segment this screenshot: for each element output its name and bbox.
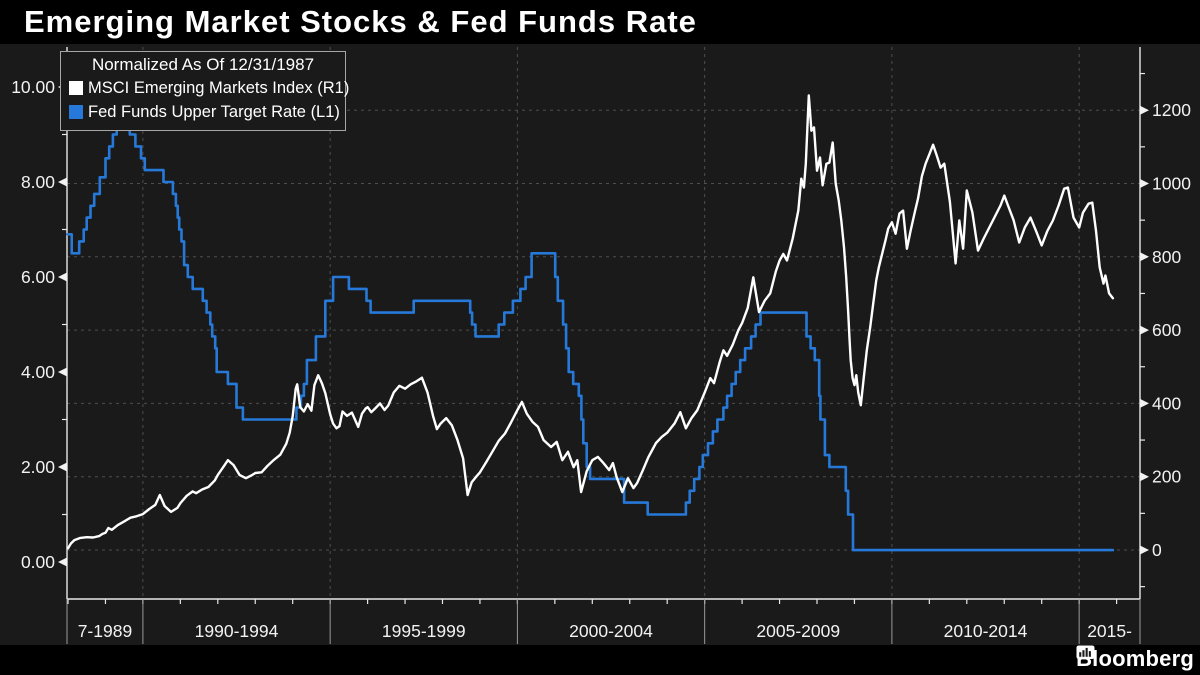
right-axis-tick-label: 1200	[1152, 100, 1191, 120]
bloomberg-wordmark: Bloomberg	[1076, 646, 1194, 671]
right-axis-tick-label: 600	[1152, 320, 1181, 340]
chart-legend: Normalized As Of 12/31/1987 MSCI Emergin…	[60, 51, 349, 131]
legend-normalization-note: Normalized As Of 12/31/1987	[91, 55, 315, 74]
right-axis-tick-arrow	[1140, 105, 1149, 115]
left-axis-tick-label: 2.00	[21, 457, 55, 477]
left-axis-tick-arrow	[58, 557, 67, 567]
right-axis-tick-arrow	[1140, 179, 1149, 188]
msci-em-index-line	[66, 94, 1115, 550]
left-axis-tick-label: 0.00	[21, 552, 55, 572]
right-axis-tick-arrow	[1140, 545, 1149, 555]
left-axis-tick-arrow	[58, 177, 67, 187]
left-axis-tick-arrow	[58, 367, 67, 377]
fed-funds-rate-line	[66, 95, 1115, 552]
fed-funds-series-swatch	[69, 105, 83, 119]
right-axis-tick-arrow	[1140, 398, 1149, 408]
title-bar: Emerging Market Stocks & Fed Funds Rate	[0, 0, 1200, 44]
bloomberg-terminal-icon	[1076, 645, 1095, 662]
legend-item-fed-funds: Fed Funds Upper Target Rate (L1)	[69, 100, 340, 124]
x-axis-section-label: 1995-1999	[382, 621, 466, 641]
legend-item-label: Fed Funds Upper Target Rate (L1)	[88, 102, 340, 121]
right-axis-tick-arrow	[1140, 252, 1149, 262]
footer: Bloomberg	[1076, 645, 1194, 673]
x-axis-section-label: 2000-2004	[569, 621, 653, 641]
x-axis-section-label: 2005-2009	[756, 621, 840, 641]
right-axis-tick-arrow	[1140, 472, 1149, 482]
left-axis-tick-label: 4.00	[21, 362, 55, 382]
right-axis-tick-label: 800	[1152, 247, 1181, 267]
right-axis-tick-arrow	[1140, 325, 1149, 335]
left-axis-tick-label: 8.00	[21, 172, 55, 192]
left-axis-tick-arrow	[58, 272, 67, 282]
chart-background	[0, 44, 1200, 645]
left-axis-tick-arrow	[58, 462, 67, 472]
x-axis-section-label: 2010-2014	[944, 621, 1028, 641]
right-axis-tick-label: 200	[1152, 467, 1181, 487]
chart-title: Emerging Market Stocks & Fed Funds Rate	[24, 4, 697, 39]
x-axis-section-label: 1990-1994	[195, 621, 279, 641]
left-axis-tick-label: 6.00	[21, 267, 55, 287]
legend-item-label: MSCI Emerging Markets Index (R1)	[88, 78, 350, 97]
msci-series-swatch	[69, 81, 83, 95]
right-axis-tick-label: 400	[1152, 393, 1181, 413]
right-axis-tick-label: 0	[1152, 540, 1162, 560]
right-axis-tick-label: 1000	[1152, 174, 1191, 194]
left-axis-tick-label: 10.00	[11, 77, 55, 97]
x-axis-section-label: 7-1989	[78, 621, 133, 641]
x-axis-section-label: 2015-	[1087, 621, 1132, 641]
legend-item-msci: MSCI Emerging Markets Index (R1)	[69, 76, 349, 100]
